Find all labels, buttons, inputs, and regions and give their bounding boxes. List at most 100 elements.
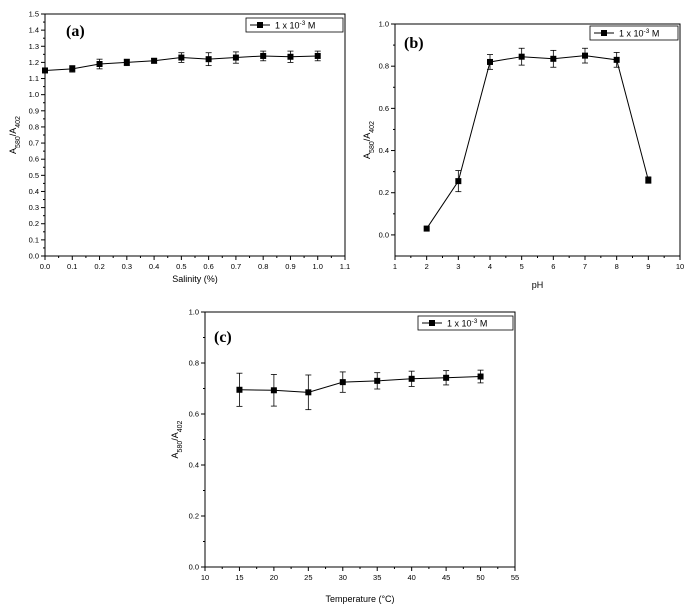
- y-tick-label: 1.1: [29, 74, 39, 83]
- data-point: [408, 375, 415, 382]
- data-point: [477, 373, 484, 380]
- y-tick-label: 0.2: [189, 512, 199, 521]
- data-point: [550, 55, 557, 62]
- plot-frame: [44, 13, 346, 257]
- y-axis-title: A580/A402: [8, 116, 22, 154]
- data-point: [582, 52, 588, 59]
- x-tick-label: 4: [488, 262, 492, 271]
- legend-box: [589, 25, 679, 41]
- y-tick-label: 0.3: [29, 203, 39, 212]
- data-point: [645, 177, 652, 184]
- data-point: [42, 67, 48, 74]
- y-tick-label: 0.2: [29, 219, 39, 228]
- x-tick-label: 45: [442, 573, 450, 582]
- y-axis-title: A580/A402: [170, 420, 184, 458]
- y-tick-label: 0.9: [29, 106, 39, 115]
- panel-label: (c): [214, 329, 232, 346]
- x-axis-title: Salinity (%): [172, 274, 218, 284]
- data-point: [374, 377, 381, 384]
- data-point: [178, 54, 185, 61]
- data-point: [518, 53, 525, 60]
- data-point: [314, 52, 321, 59]
- x-tick-label: 50: [476, 573, 484, 582]
- data-point: [613, 56, 620, 63]
- x-tick-label: 0.0: [40, 262, 50, 271]
- legend: 1 x 10-3 M: [417, 315, 514, 331]
- x-tick-label: 8: [615, 262, 619, 271]
- series-line: [426, 55, 649, 229]
- y-axis-title: A580/A402: [362, 121, 376, 159]
- x-tick-label: 35: [373, 573, 381, 582]
- x-tick-label: 40: [407, 573, 415, 582]
- data-point: [443, 374, 450, 381]
- data-point: [270, 387, 277, 394]
- x-tick-label: 1.0: [313, 262, 323, 271]
- chart-panel-3: 10 15 20 25 30 35 40 45 50 55 0.0 0.2 0.4 0.6 0.8 1.0 Te…: [170, 308, 519, 605]
- x-tick-label: 0.1: [67, 262, 77, 271]
- y-tick-label: 0.4: [379, 146, 389, 155]
- x-tick-label: 55: [511, 573, 519, 582]
- y-tick-label: 0.5: [29, 171, 39, 180]
- x-tick-label: 0.5: [176, 262, 186, 271]
- y-tick-label: 0.7: [29, 139, 39, 148]
- y-tick-label: 1.0: [29, 90, 39, 99]
- x-tick-label: 6: [551, 262, 555, 271]
- chart-panel-2: 1 2 3 4 5 6 7 8 9 10 0.0 0.2 0.4 0.6 0.8 1.0 pH A580/A402…: [362, 20, 684, 291]
- y-tick-label: 1.4: [29, 26, 39, 35]
- y-tick-label: 0.8: [29, 122, 39, 131]
- x-tick-label: 1: [393, 262, 397, 271]
- panel-label: (b): [404, 35, 424, 52]
- legend-label: 1 x 10-3 M: [619, 28, 659, 39]
- data-point: [232, 54, 239, 61]
- data-point: [287, 53, 294, 60]
- y-tick-label: 1.0: [379, 20, 389, 29]
- plot-frame: [204, 311, 516, 568]
- y-tick-label: 0.1: [29, 235, 39, 244]
- x-tick-label: 10: [676, 262, 684, 271]
- legend-marker: [257, 22, 263, 28]
- legend-label: 1 x 10-3 M: [275, 20, 315, 31]
- y-tick-label: 0.2: [379, 188, 389, 197]
- panel-label: (a): [66, 23, 85, 40]
- legend-marker: [429, 320, 435, 326]
- y-tick-label: 0.4: [29, 187, 39, 196]
- y-tick-label: 1.0: [189, 308, 199, 317]
- x-tick-label: 9: [646, 262, 650, 271]
- x-tick-label: 5: [520, 262, 524, 271]
- y-tick-label: 1.3: [29, 42, 39, 51]
- x-tick-label: 25: [304, 573, 312, 582]
- data-point: [339, 379, 346, 386]
- y-tick-label: 0.6: [189, 410, 199, 419]
- x-tick-label: 0.7: [231, 262, 241, 271]
- legend-marker: [601, 30, 607, 36]
- data-point: [455, 178, 462, 185]
- data-point: [96, 61, 103, 68]
- y-tick-label: 0.8: [189, 359, 199, 368]
- legend: 1 x 10-3 M: [589, 25, 679, 41]
- y-tick-label: 0.6: [379, 104, 389, 113]
- legend-box: [245, 17, 344, 33]
- legend-label: 1 x 10-3 M: [447, 318, 487, 329]
- x-tick-label: 0.9: [285, 262, 295, 271]
- x-axis-title: pH: [532, 280, 544, 290]
- series-line: [239, 376, 481, 393]
- x-tick-label: 0.2: [94, 262, 104, 271]
- x-tick-label: 1.1: [340, 262, 350, 271]
- legend-box: [417, 315, 514, 331]
- data-point: [423, 225, 430, 232]
- data-point: [487, 58, 493, 65]
- data-point: [205, 56, 212, 63]
- x-tick-label: 0.8: [258, 262, 268, 271]
- data-point: [69, 65, 76, 72]
- x-tick-label: 3: [456, 262, 460, 271]
- x-tick-label: 0.4: [149, 262, 159, 271]
- x-tick-label: 0.3: [122, 262, 132, 271]
- x-tick-label: 2: [425, 262, 429, 271]
- data-point: [260, 52, 267, 59]
- data-point: [305, 389, 312, 396]
- x-axis-title: Temperature (°C): [325, 594, 394, 604]
- data-point: [123, 59, 130, 66]
- x-tick-label: 0.6: [203, 262, 213, 271]
- x-tick-label: 15: [235, 573, 243, 582]
